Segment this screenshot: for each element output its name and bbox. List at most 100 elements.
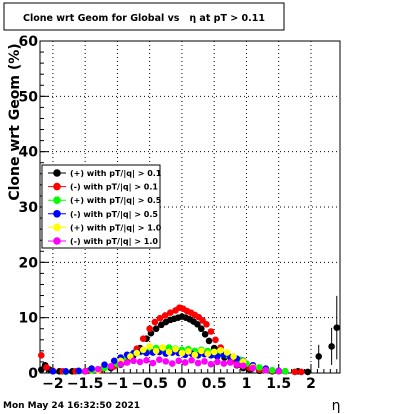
x-tick-label: −1.5 — [67, 376, 104, 392]
data-point — [201, 358, 208, 365]
legend-label: (-) with pT/|q| > 0.5 — [70, 210, 158, 219]
data-point — [149, 359, 157, 367]
data-point — [194, 359, 202, 367]
data-point — [210, 348, 218, 356]
x-tick-label: 1.5 — [266, 376, 291, 392]
data-point — [268, 366, 276, 374]
legend-marker — [53, 237, 61, 245]
data-point — [197, 325, 205, 333]
legend-label: (+) with pT/|q| > 1.0 — [70, 223, 162, 232]
data-point — [230, 353, 237, 360]
y-tick-label: 10 — [19, 311, 39, 327]
data-point — [123, 359, 131, 366]
data-point — [94, 365, 102, 373]
legend-marker — [53, 223, 61, 232]
data-point — [256, 364, 263, 371]
data-point — [207, 360, 215, 368]
x-tick-label: 0.5 — [202, 376, 227, 392]
data-point — [81, 368, 89, 375]
legend-label: (-) with pT/|q| > 0.1 — [70, 183, 158, 192]
data-point — [291, 368, 299, 376]
y-tick-label: 40 — [19, 145, 39, 161]
data-points — [37, 295, 341, 376]
data-point — [117, 360, 124, 368]
data-point — [203, 321, 210, 328]
data-point — [233, 361, 241, 369]
data-point — [37, 366, 45, 373]
legend-marker — [53, 169, 61, 177]
data-point — [178, 349, 186, 357]
data-point — [191, 351, 199, 359]
data-point — [136, 358, 144, 366]
x-tick-label: 0 — [177, 376, 187, 392]
data-point — [172, 345, 179, 353]
data-point — [161, 312, 169, 319]
data-point — [227, 359, 234, 366]
data-point — [223, 349, 231, 356]
chart-title: Clone wrt Geom for Global vs η at pT > 0… — [23, 13, 265, 24]
data-point — [152, 347, 160, 355]
data-point — [167, 309, 174, 316]
series-6 — [81, 356, 283, 375]
y-tick-label: 0 — [28, 366, 38, 382]
data-point — [159, 344, 166, 351]
data-point — [197, 347, 205, 355]
data-point — [217, 347, 224, 354]
data-point — [214, 358, 221, 366]
data-point — [49, 368, 57, 375]
y-tick-label: 20 — [19, 255, 39, 271]
legend-label: (+) with pT/|q| > 0.5 — [70, 196, 162, 205]
data-point — [88, 365, 95, 372]
x-tick-label: −1 — [107, 376, 128, 392]
data-point — [281, 368, 289, 375]
legend-marker — [53, 196, 61, 204]
x-axis-label: η — [332, 398, 341, 414]
data-point — [133, 349, 141, 357]
data-point — [139, 346, 147, 354]
data-point — [204, 350, 212, 357]
y-tick-label: 60 — [19, 34, 39, 50]
data-point — [201, 330, 209, 338]
data-point — [185, 348, 192, 355]
data-point — [212, 336, 219, 344]
data-point — [220, 360, 228, 367]
data-point — [304, 368, 312, 376]
data-point — [181, 359, 189, 366]
data-point — [62, 368, 70, 375]
x-tick-label: 2 — [306, 376, 316, 392]
data-point — [107, 363, 115, 370]
data-point — [139, 335, 147, 342]
data-point — [101, 361, 108, 369]
data-point — [275, 368, 283, 375]
data-point — [130, 357, 137, 365]
timestamp: Mon May 24 16:32:50 2021 — [3, 401, 140, 411]
data-point — [37, 351, 45, 359]
legend: (+) with pT/|q| > 0.1 (-) with pT/|q| > 0… — [41, 164, 162, 249]
data-point — [188, 356, 195, 364]
data-point — [156, 314, 164, 322]
legend-marker — [53, 182, 61, 191]
series-1 — [37, 313, 341, 376]
data-point — [152, 325, 160, 333]
x-tick-label: 1 — [242, 376, 252, 392]
data-point — [262, 366, 270, 374]
data-point — [156, 356, 163, 364]
legend-label: (-) with pT/|q| > 1.0 — [70, 237, 158, 246]
y-tick-label: 30 — [19, 200, 39, 216]
data-point — [207, 328, 215, 335]
x-tick-label: −2 — [42, 376, 63, 392]
data-point — [43, 364, 50, 371]
data-point — [146, 343, 153, 350]
data-point — [162, 358, 170, 365]
data-point — [297, 368, 305, 376]
legend-label: (+) with pT/|q| > 0.1 — [70, 169, 162, 178]
data-point — [205, 337, 213, 345]
data-point — [75, 367, 83, 375]
data-point — [168, 360, 176, 367]
data-point — [165, 348, 173, 356]
data-point — [249, 364, 257, 372]
data-point — [143, 356, 150, 364]
legend-marker — [53, 210, 61, 218]
